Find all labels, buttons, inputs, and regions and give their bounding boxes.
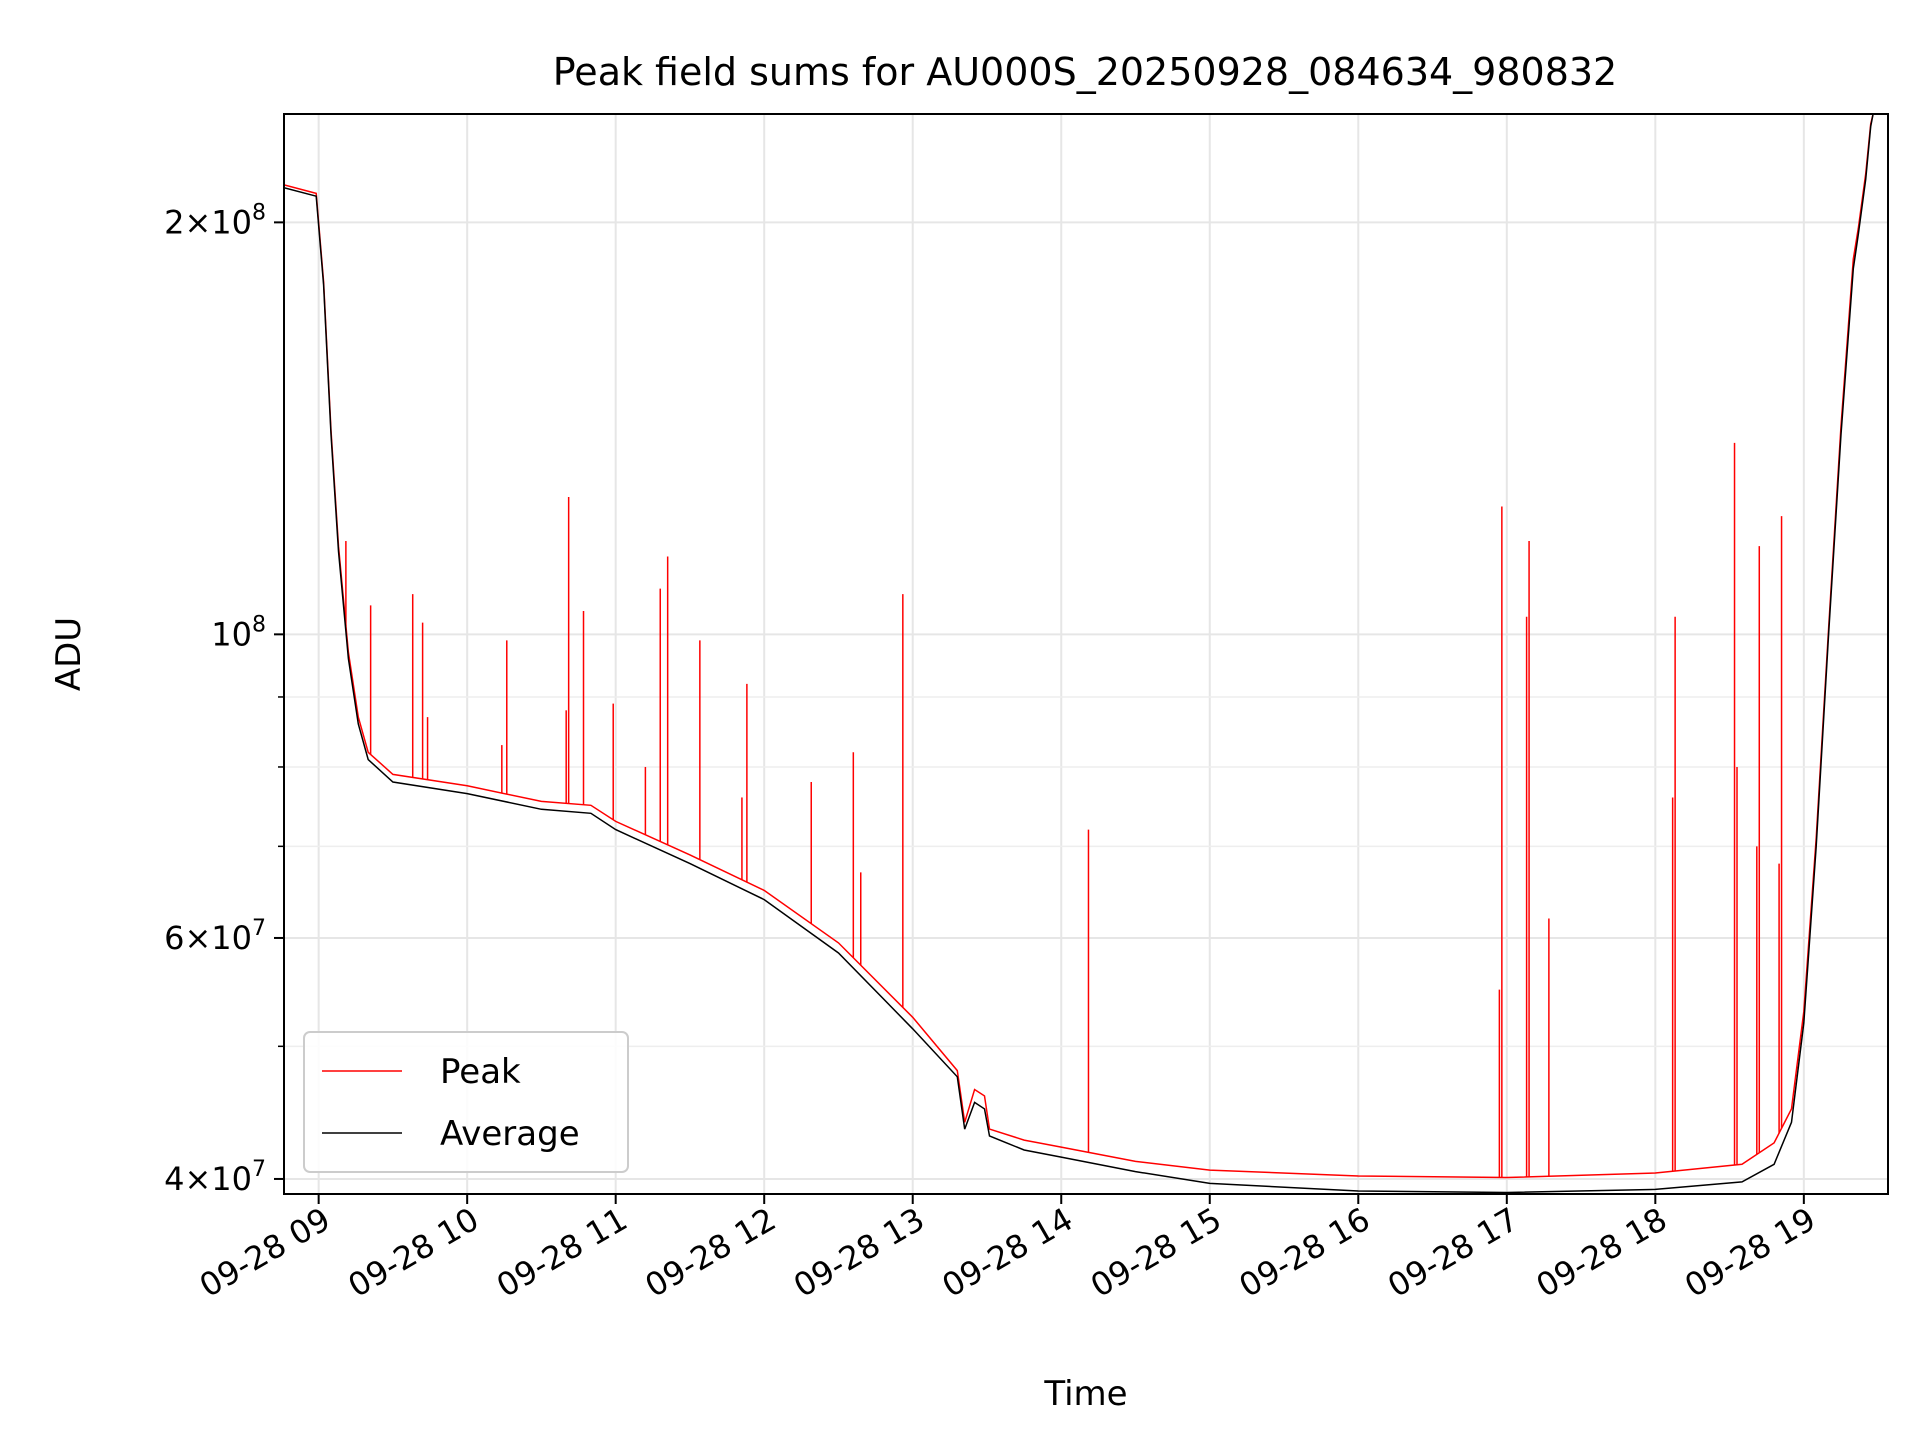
plot-frame <box>283 113 1889 1195</box>
y-axis-label: ADU <box>49 617 89 691</box>
legend-box <box>303 1031 629 1173</box>
y-tick-label: 108 <box>211 612 266 653</box>
plot-area <box>283 113 1889 1195</box>
legend-label-peak: Peak <box>440 1052 521 1092</box>
legend-label-average: Average <box>440 1114 580 1154</box>
y-tick-label: 4×107 <box>164 1157 266 1198</box>
x-axis-label: Time <box>1043 1374 1127 1414</box>
series-average-line <box>284 114 1874 1194</box>
y-tick-label: 2×108 <box>164 200 266 241</box>
series-layer <box>284 114 1874 1194</box>
y-axis: 4×107 6×107 108 2×108 <box>164 200 284 1198</box>
chart-title: Peak field sums for AU000S_20250928_0846… <box>553 50 1617 94</box>
y-tick-label: 6×107 <box>164 916 266 957</box>
legend: Peak Average <box>303 1031 629 1173</box>
